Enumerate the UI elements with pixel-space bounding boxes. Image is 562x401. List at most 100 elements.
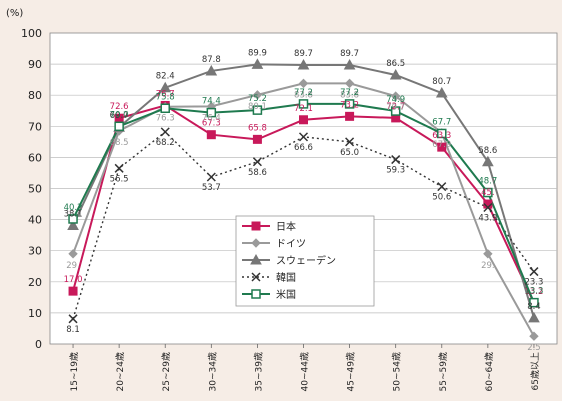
x-tick-label: 35~39歳 xyxy=(252,352,264,391)
data-point xyxy=(252,90,263,100)
data-label: 89.9 xyxy=(248,48,267,58)
x-tick-labels: 15~19歳 20~24歳 25~29歳 30~34歳 35~39歳 40~44歳 45~4… xyxy=(68,352,541,391)
legend-swatch-marker xyxy=(251,221,261,231)
data-point xyxy=(345,111,355,121)
data-point xyxy=(68,314,78,324)
data-label: 58.6 xyxy=(248,168,267,178)
data-point xyxy=(252,105,263,115)
data-point xyxy=(297,59,310,70)
data-label: 74.4 xyxy=(202,97,221,107)
data-point xyxy=(68,286,78,296)
marker-stroke xyxy=(160,127,170,137)
data-label: 43.9 xyxy=(478,213,497,223)
x-tick-label: 15~19歳 xyxy=(68,352,80,391)
marker-stroke xyxy=(114,163,124,173)
data-point xyxy=(251,58,264,69)
legend-label: スウェーデン xyxy=(276,254,336,267)
data-point xyxy=(390,91,401,101)
data-label: 83.8 xyxy=(294,90,313,100)
data-label: 13.3 xyxy=(524,287,543,297)
data-point xyxy=(483,202,493,213)
data-label: 23.3 xyxy=(524,278,543,288)
marker-stroke xyxy=(391,155,401,165)
data-label: 77.2 xyxy=(294,88,313,98)
data-point xyxy=(483,187,493,198)
legend-swatch-marker xyxy=(251,238,261,248)
x-tick-label: 50~54歳 xyxy=(391,352,403,391)
data-label: 29. xyxy=(66,261,80,271)
data-label: 72.1 xyxy=(294,104,313,114)
data-label: 59.3 xyxy=(386,166,405,176)
y-tick-label: 10 xyxy=(28,307,42,320)
y-tick-label: 70 xyxy=(28,120,42,133)
data-label: 67.7 xyxy=(432,117,451,127)
marker-stroke xyxy=(345,137,355,147)
data-point xyxy=(114,121,124,132)
x-tick-label: 25~29歳 xyxy=(160,352,172,391)
data-label: 82.4 xyxy=(156,72,175,82)
data-label: 58.6 xyxy=(478,146,497,156)
data-label: 76.3 xyxy=(156,114,175,124)
data-point xyxy=(345,137,355,147)
data-point xyxy=(390,106,401,116)
x-tick-label: 45~49歳 xyxy=(345,352,357,391)
data-label: 69.7 xyxy=(110,111,129,121)
data-point xyxy=(298,132,309,142)
data-label: 67.3 xyxy=(202,119,221,129)
legend-label: ドイツ xyxy=(276,239,306,250)
data-label: 13.2 xyxy=(524,287,543,297)
marker-stroke xyxy=(529,267,539,277)
data-point xyxy=(206,107,217,118)
data-label: 80.7 xyxy=(432,77,451,87)
data-label: 74.9 xyxy=(386,95,405,105)
data-label: 79.7 xyxy=(386,103,405,113)
data-label: 66.6 xyxy=(294,143,313,153)
data-point xyxy=(528,311,540,323)
y-unit-label: (%) xyxy=(6,8,23,19)
x-tick-label: 55~59歳 xyxy=(437,352,449,391)
data-label: 38.1 xyxy=(64,210,83,220)
legend-label: 米国 xyxy=(276,288,296,301)
y-tick-label: 30 xyxy=(28,245,42,258)
data-point xyxy=(159,81,172,93)
data-label: 76.7 xyxy=(156,89,175,99)
data-label: 89.7 xyxy=(340,49,359,59)
data-label: 29. xyxy=(481,261,495,271)
data-point xyxy=(483,249,493,259)
y-tick-label: 40 xyxy=(28,214,42,227)
data-label: 68.2 xyxy=(156,138,175,148)
data-point xyxy=(206,172,216,182)
y-tick-label: 20 xyxy=(28,276,42,289)
x-tick-label: 30~34歳 xyxy=(206,352,218,391)
marker-stroke xyxy=(206,172,216,182)
data-label: 72.7 xyxy=(386,102,405,112)
y-tick-label: 80 xyxy=(28,89,42,102)
data-point xyxy=(482,155,494,167)
data-label: 77.2 xyxy=(340,88,359,98)
data-label: 65.8 xyxy=(248,123,267,133)
data-point xyxy=(206,130,216,140)
x-tick-label: 65歳以上 xyxy=(529,352,541,390)
data-point xyxy=(205,64,218,76)
data-label: 45. xyxy=(481,188,495,198)
data-labels: 17.0 72.6 76.7 67.3 65.8 72.1 73.2 72.7 63.3 45. 1… xyxy=(64,48,544,353)
data-label: 76.4 xyxy=(202,113,221,123)
data-label: 86.5 xyxy=(386,59,405,69)
data-point xyxy=(68,214,78,224)
data-label: 67.9 xyxy=(432,140,451,150)
data-label: 89.7 xyxy=(294,49,313,59)
marker-stroke xyxy=(252,157,262,167)
legend-swatch-marker xyxy=(250,253,262,265)
data-point xyxy=(67,219,79,231)
data-point xyxy=(391,155,401,165)
y-tick-label: 0 xyxy=(35,338,42,351)
data-point xyxy=(298,99,309,109)
data-label: 63.3 xyxy=(432,131,451,141)
data-point xyxy=(437,182,447,192)
data-label: 17.0 xyxy=(64,275,83,285)
marker-stroke xyxy=(251,272,261,282)
data-point xyxy=(437,128,447,139)
marker-stroke xyxy=(483,202,493,213)
